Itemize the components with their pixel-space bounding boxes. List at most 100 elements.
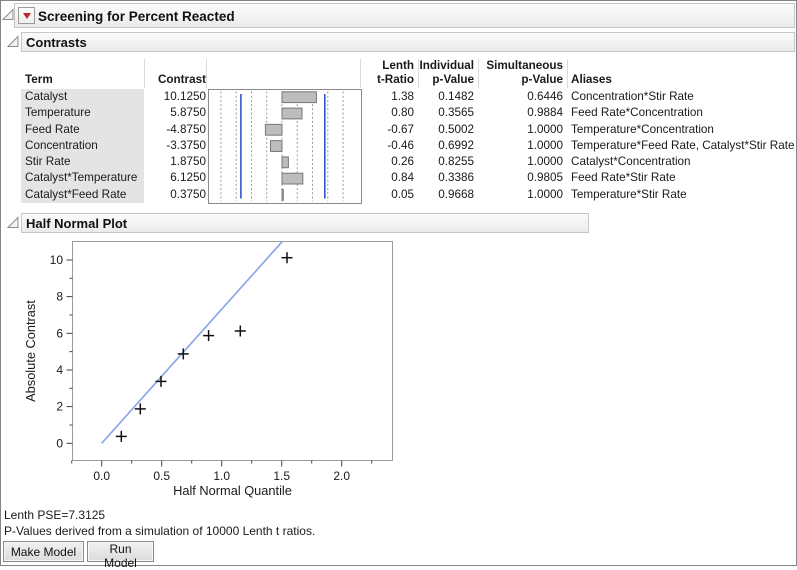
simultaneous-p-cell: 1.0000 [527, 155, 563, 169]
lenth-fit-line [101, 240, 283, 444]
scatter-point[interactable] [234, 325, 246, 337]
header-separator [567, 59, 568, 88]
half-normal-plot-container: 0 2 4 6 8 10 0.0 0.5 1.0 1.5 2.0 Half Normal Quanti… [21, 237, 461, 501]
aliases-cell: Concentration*Stir Rate [571, 90, 694, 103]
header-separator [478, 59, 479, 88]
contrast-cell: 0.3750 [170, 187, 206, 201]
t-ratio-cell: 0.84 [391, 171, 414, 185]
disclosure-triangle-main[interactable] [2, 8, 14, 21]
red-triangle-menu-button[interactable] [18, 7, 35, 24]
term-cell: Temperature [21, 105, 144, 122]
individual-p-cell: 0.3386 [438, 171, 474, 185]
individual-p-cell: 0.3565 [438, 106, 474, 120]
y-tick-label: 10 [50, 253, 64, 267]
y-tick-label: 0 [56, 436, 63, 450]
table-row[interactable]: Concentration -3.3750 -0.46 0.6992 1.0000 Tem… [21, 137, 796, 155]
red-triangle-icon [22, 12, 31, 19]
simultaneous-p-cell: 0.9884 [527, 106, 563, 120]
t-ratio-cell: 0.26 [391, 155, 414, 169]
header-separator [360, 59, 361, 88]
t-ratio-cell: -0.67 [387, 122, 414, 136]
term-cell: Catalyst*Feed Rate [21, 186, 144, 203]
table-row[interactable]: Catalyst 10.1250 1.38 0.1482 0.6446 Concentra… [21, 89, 796, 106]
term-cell: Feed Rate [21, 121, 144, 138]
column-header-individual-p-value: Individual p-Value [419, 59, 474, 86]
scatter-point[interactable] [281, 252, 293, 264]
disclosure-triangle-half-normal[interactable] [7, 216, 19, 229]
contrast-cell: -3.3750 [166, 138, 206, 152]
disclosure-triangle-contrasts[interactable] [7, 35, 19, 48]
y-tick-label: 6 [56, 326, 63, 340]
column-header-lenth-t-ratio: Lenth t-Ratio [376, 59, 414, 86]
individual-p-cell: 0.6992 [438, 138, 474, 152]
x-tick-label: 0.5 [153, 469, 170, 483]
aliases-cell: Catalyst*Concentration [571, 155, 691, 169]
simultaneous-p-cell: 1.0000 [527, 122, 563, 136]
y-tick-label: 2 [56, 400, 63, 414]
contrasts-table-header: Term Contrast Lenth t-Ratio Individual p… [21, 56, 796, 89]
t-ratio-cell: -0.46 [387, 138, 414, 152]
scatter-point[interactable] [203, 330, 215, 342]
scatter-point[interactable] [177, 348, 189, 360]
contrast-cell: 5.8750 [170, 106, 206, 120]
lenth-pse-text: Lenth PSE=7.3125 [4, 508, 106, 522]
contrasts-section-header[interactable]: Contrasts [21, 32, 795, 52]
term-cell: Catalyst*Temperature [21, 170, 144, 187]
half-normal-section-header[interactable]: Half Normal Plot [21, 213, 589, 233]
simultaneous-p-cell: 1.0000 [527, 138, 563, 152]
aliases-cell: Feed Rate*Stir Rate [571, 171, 676, 185]
contrast-bar[interactable] [264, 123, 283, 136]
half-normal-plot: 0 2 4 6 8 10 0.0 0.5 1.0 1.5 2.0 Half Normal Quanti… [23, 240, 393, 498]
x-tick-label: 2.0 [333, 469, 350, 483]
header-separator [206, 59, 207, 88]
simultaneous-p-cell: 0.9805 [527, 171, 563, 185]
contrast-bar[interactable] [281, 107, 303, 120]
term-cell: Stir Rate [21, 154, 144, 171]
aliases-cell: Temperature*Concentration [571, 122, 714, 136]
scatter-point[interactable] [134, 403, 146, 415]
table-row[interactable]: Feed Rate -4.8750 -0.67 0.5002 1.0000 Tempera… [21, 121, 796, 138]
t-ratio-cell: 0.05 [391, 187, 414, 201]
t-ratio-cell: 0.80 [391, 106, 414, 120]
scatter-point[interactable] [155, 375, 167, 387]
contrasts-section-title: Contrasts [26, 35, 87, 50]
contrasts-table-body: Catalyst 10.1250 1.38 0.1482 0.6446 Concentra… [21, 89, 796, 203]
table-row[interactable]: Catalyst*Temperature 6.1250 0.84 0.3386 0.98… [21, 170, 796, 187]
column-header-simultaneous-p-value: Simultaneous p-Value [486, 59, 563, 86]
contrast-bar[interactable] [281, 91, 317, 104]
contrast-cell: 10.1250 [163, 90, 206, 103]
contrast-bar[interactable] [281, 156, 289, 169]
table-row[interactable]: Catalyst*Feed Rate 0.3750 0.05 0.9668 1.0000… [21, 186, 796, 203]
table-row[interactable]: Stir Rate 1.8750 0.26 0.8255 1.0000 Catalyst*… [21, 154, 796, 171]
scatter-point[interactable] [115, 430, 127, 442]
individual-p-cell: 0.1482 [438, 90, 474, 103]
term-cell: Catalyst [21, 89, 144, 106]
y-axis-title: Absolute Contrast [23, 300, 38, 402]
contrast-bar[interactable] [281, 172, 304, 185]
report-title-band: Screening for Percent Reacted [14, 3, 795, 28]
y-tick-label: 4 [56, 363, 63, 377]
column-header-term: Term [25, 72, 53, 86]
contrast-bar-chart-container [208, 89, 362, 204]
half-normal-section-title: Half Normal Plot [26, 216, 128, 231]
run-model-button[interactable]: Run Model [87, 541, 154, 570]
contrast-bar[interactable] [270, 140, 283, 152]
column-header-aliases: Aliases [571, 72, 612, 86]
header-separator [418, 59, 419, 88]
individual-p-cell: 0.5002 [438, 122, 474, 136]
page-title: Screening for Percent Reacted [38, 9, 235, 24]
contrast-bar[interactable] [281, 188, 284, 201]
contrast-cell: 1.8750 [170, 155, 206, 169]
make-model-button[interactable]: Make Model [3, 541, 84, 562]
table-row[interactable]: Temperature 5.8750 0.80 0.3565 0.9884 Feed Ra… [21, 105, 796, 122]
individual-p-cell: 0.8255 [438, 155, 474, 169]
contrast-chart-frame [208, 89, 362, 204]
simultaneous-p-cell: 1.0000 [527, 187, 563, 201]
contrast-cell: 6.1250 [170, 171, 206, 185]
t-ratio-cell: 1.38 [391, 90, 414, 103]
plot-frame [72, 241, 393, 461]
contrast-bar-chart [208, 89, 362, 204]
contrast-cell: -4.8750 [166, 122, 206, 136]
column-header-contrast: Contrast [157, 72, 206, 86]
